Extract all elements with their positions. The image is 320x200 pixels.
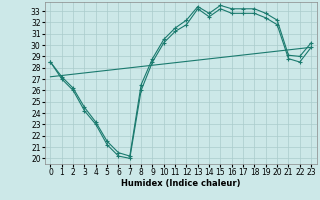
X-axis label: Humidex (Indice chaleur): Humidex (Indice chaleur) <box>121 179 241 188</box>
